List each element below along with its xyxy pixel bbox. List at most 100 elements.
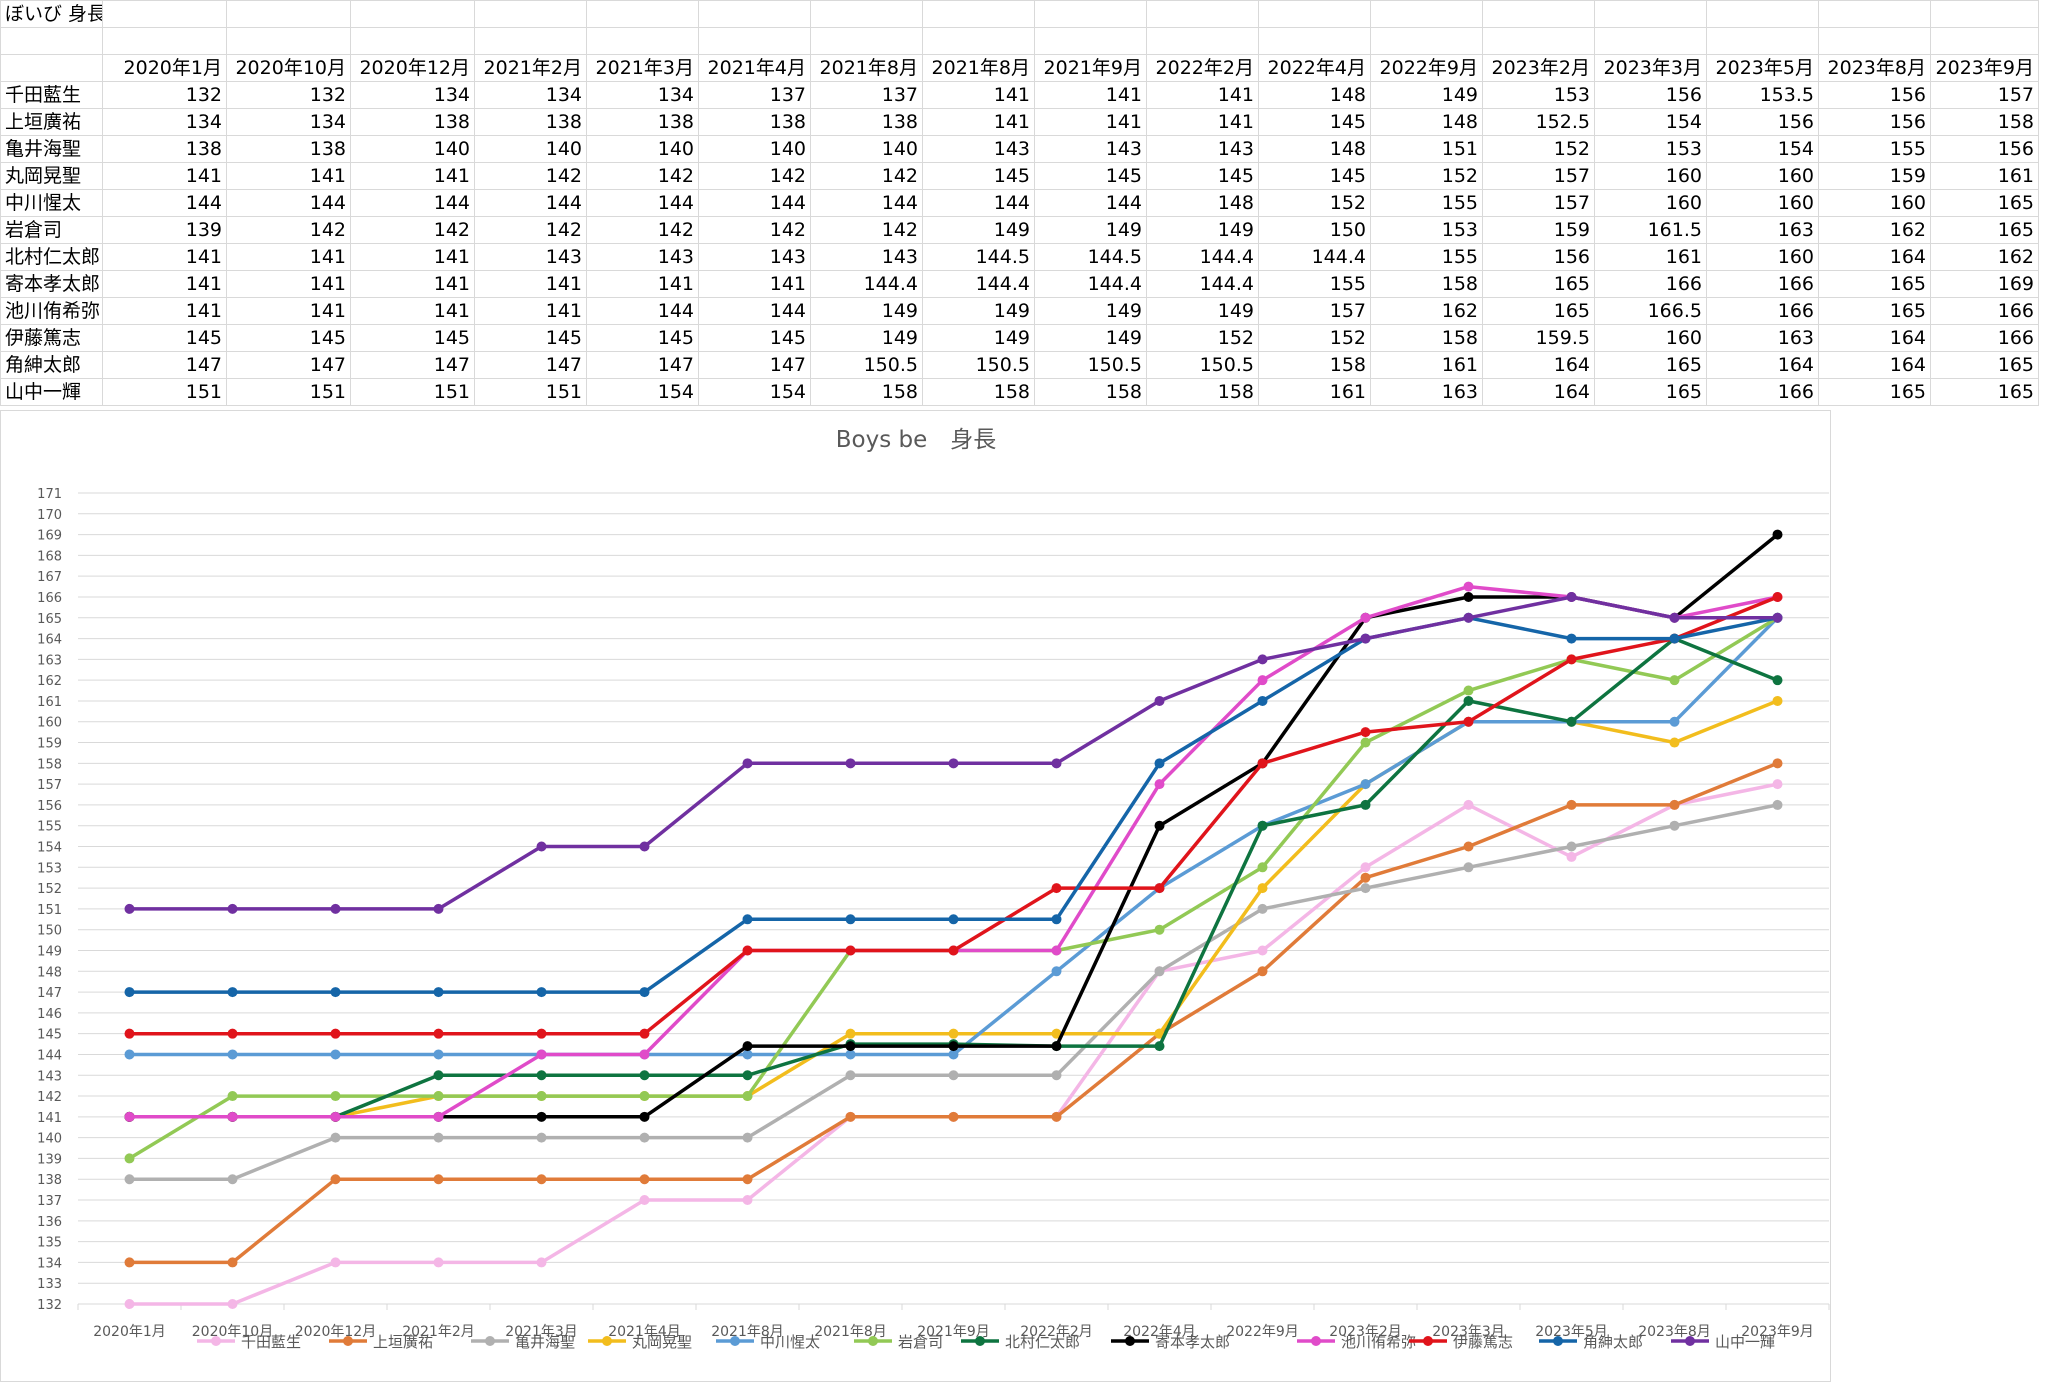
value-cell[interactable]: 149	[1370, 81, 1483, 109]
value-cell[interactable]: 145	[1146, 162, 1259, 190]
value-cell[interactable]: 147	[586, 351, 699, 379]
empty-cell[interactable]	[226, 27, 351, 55]
value-cell[interactable]: 149	[922, 297, 1035, 325]
value-cell[interactable]: 141	[102, 297, 227, 325]
value-cell[interactable]: 158	[1034, 378, 1147, 406]
value-cell[interactable]: 159.5	[1482, 324, 1595, 352]
value-cell[interactable]: 144.4	[1034, 270, 1147, 298]
value-cell[interactable]: 157	[1258, 297, 1371, 325]
column-header[interactable]: 2020年12月	[350, 54, 475, 82]
value-cell[interactable]: 143	[810, 243, 923, 271]
value-cell[interactable]: 162	[1818, 216, 1931, 244]
column-header[interactable]: 2023年3月	[1594, 54, 1707, 82]
value-cell[interactable]: 161	[1594, 243, 1707, 271]
value-cell[interactable]: 156	[1930, 135, 2039, 163]
value-cell[interactable]: 149	[922, 324, 1035, 352]
empty-cell[interactable]	[1146, 0, 1259, 28]
empty-cell[interactable]	[226, 0, 351, 28]
value-cell[interactable]: 158	[1930, 108, 2039, 136]
column-header[interactable]: 2021年2月	[474, 54, 587, 82]
empty-cell[interactable]	[102, 0, 227, 28]
row-name-cell[interactable]: 亀井海聖	[0, 135, 103, 163]
value-cell[interactable]: 161.5	[1594, 216, 1707, 244]
value-cell[interactable]: 132	[226, 81, 351, 109]
value-cell[interactable]: 163	[1370, 378, 1483, 406]
value-cell[interactable]: 145	[102, 324, 227, 352]
value-cell[interactable]: 155	[1818, 135, 1931, 163]
value-cell[interactable]: 144	[1034, 189, 1147, 217]
empty-cell[interactable]	[1258, 0, 1371, 28]
value-cell[interactable]: 144	[586, 297, 699, 325]
value-cell[interactable]: 166	[1930, 297, 2039, 325]
value-cell[interactable]: 151	[226, 378, 351, 406]
value-cell[interactable]: 141	[1034, 108, 1147, 136]
value-cell[interactable]: 142	[586, 216, 699, 244]
value-cell[interactable]: 156	[1706, 108, 1819, 136]
value-cell[interactable]: 143	[698, 243, 811, 271]
value-cell[interactable]: 166.5	[1594, 297, 1707, 325]
value-cell[interactable]: 153	[1594, 135, 1707, 163]
empty-cell[interactable]	[1146, 27, 1259, 55]
value-cell[interactable]: 169	[1930, 270, 2039, 298]
value-cell[interactable]: 144	[698, 189, 811, 217]
row-name-cell[interactable]: 上垣廣祐	[0, 108, 103, 136]
value-cell[interactable]: 143	[1146, 135, 1259, 163]
value-cell[interactable]: 140	[474, 135, 587, 163]
empty-cell[interactable]	[0, 27, 103, 55]
value-cell[interactable]: 149	[1146, 297, 1259, 325]
value-cell[interactable]: 162	[1930, 243, 2039, 271]
value-cell[interactable]: 165	[1594, 351, 1707, 379]
empty-cell[interactable]	[1482, 27, 1595, 55]
value-cell[interactable]: 147	[102, 351, 227, 379]
value-cell[interactable]: 159	[1818, 162, 1931, 190]
value-cell[interactable]: 141	[922, 81, 1035, 109]
value-cell[interactable]: 142	[698, 216, 811, 244]
value-cell[interactable]: 165	[1930, 351, 2039, 379]
value-cell[interactable]: 151	[102, 378, 227, 406]
value-cell[interactable]: 154	[1594, 108, 1707, 136]
value-cell[interactable]: 161	[1258, 378, 1371, 406]
value-cell[interactable]: 145	[226, 324, 351, 352]
value-cell[interactable]: 144	[474, 189, 587, 217]
value-cell[interactable]: 153	[1482, 81, 1595, 109]
empty-cell[interactable]	[1930, 27, 2039, 55]
empty-cell[interactable]	[1818, 0, 1931, 28]
value-cell[interactable]: 145	[1258, 162, 1371, 190]
empty-cell[interactable]	[1706, 0, 1819, 28]
empty-cell[interactable]	[1706, 27, 1819, 55]
column-header[interactable]: 2023年5月	[1706, 54, 1819, 82]
value-cell[interactable]: 156	[1594, 81, 1707, 109]
value-cell[interactable]: 154	[1706, 135, 1819, 163]
value-cell[interactable]: 152	[1258, 324, 1371, 352]
value-cell[interactable]: 151	[350, 378, 475, 406]
value-cell[interactable]: 143	[474, 243, 587, 271]
value-cell[interactable]: 134	[102, 108, 227, 136]
value-cell[interactable]: 141	[350, 297, 475, 325]
value-cell[interactable]: 149	[1034, 297, 1147, 325]
value-cell[interactable]: 141	[226, 162, 351, 190]
value-cell[interactable]: 166	[1706, 297, 1819, 325]
value-cell[interactable]: 145	[698, 324, 811, 352]
value-cell[interactable]: 145	[1258, 108, 1371, 136]
value-cell[interactable]: 141	[586, 270, 699, 298]
value-cell[interactable]: 141	[226, 270, 351, 298]
value-cell[interactable]: 163	[1706, 216, 1819, 244]
value-cell[interactable]: 141	[1146, 81, 1259, 109]
value-cell[interactable]: 144.4	[1146, 243, 1259, 271]
value-cell[interactable]: 166	[1594, 270, 1707, 298]
value-cell[interactable]: 149	[1034, 324, 1147, 352]
value-cell[interactable]: 157	[1482, 162, 1595, 190]
value-cell[interactable]: 147	[474, 351, 587, 379]
empty-cell[interactable]	[1370, 27, 1483, 55]
row-name-cell[interactable]: 山中一輝	[0, 378, 103, 406]
value-cell[interactable]: 140	[586, 135, 699, 163]
value-cell[interactable]: 165	[1594, 378, 1707, 406]
value-cell[interactable]: 150	[1258, 216, 1371, 244]
value-cell[interactable]: 138	[226, 135, 351, 163]
column-header[interactable]: 2021年8月	[810, 54, 923, 82]
value-cell[interactable]: 143	[1034, 135, 1147, 163]
value-cell[interactable]: 165	[1930, 216, 2039, 244]
value-cell[interactable]: 155	[1370, 189, 1483, 217]
value-cell[interactable]: 150.5	[810, 351, 923, 379]
value-cell[interactable]: 166	[1930, 324, 2039, 352]
